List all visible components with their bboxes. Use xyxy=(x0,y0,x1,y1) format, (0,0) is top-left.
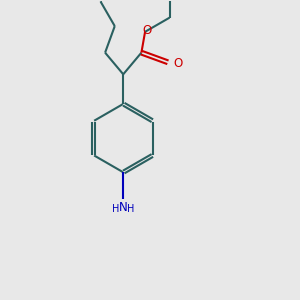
Text: H: H xyxy=(112,204,119,214)
Text: O: O xyxy=(173,57,182,70)
Text: O: O xyxy=(142,24,151,37)
Text: H: H xyxy=(127,204,134,214)
Text: N: N xyxy=(119,201,128,214)
